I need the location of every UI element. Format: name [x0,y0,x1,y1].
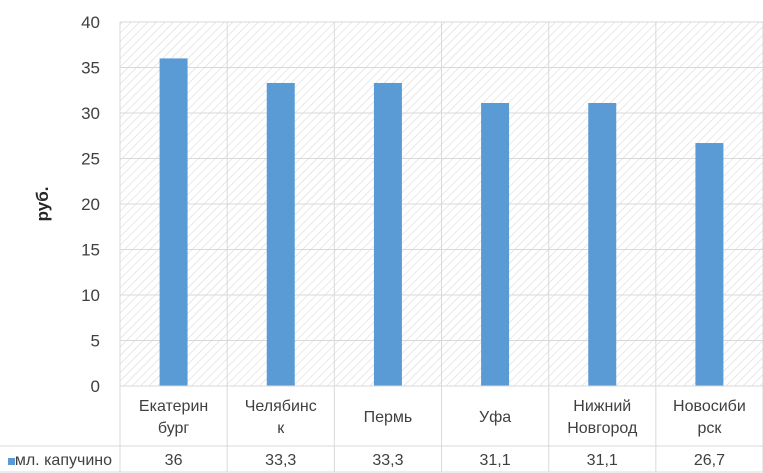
category-label: рск [697,420,722,437]
y-tick-label: 15 [81,241,100,260]
category-label: Новгород [567,420,638,437]
data-table: Екатерин бург Челябинс к Пермь Уфа Нижний Новго… [0,386,763,472]
category-label: бург [158,420,190,437]
y-tick-label: 10 [81,286,100,305]
bar [267,83,295,386]
y-tick-label: 25 [81,150,100,169]
y-tick-label: 35 [81,59,100,78]
y-tick-label: 20 [81,195,100,214]
bar [695,143,723,386]
bar [588,103,616,386]
category-label: Уфа [479,409,511,426]
category-label: Пермь [364,409,413,426]
y-tick-label: 30 [81,104,100,123]
table-value: 33,3 [372,452,403,469]
y-axis-label: руб. [33,187,52,222]
category-label: Новосиби [673,398,746,415]
y-tick-label: 5 [91,332,100,351]
category-label: Нижний [573,398,631,415]
table-value: 33,3 [265,452,296,469]
table-value: 26,7 [694,452,725,469]
bar [160,58,188,386]
category-label: Челябинс [245,398,317,415]
category-label: Екатерин [139,398,208,415]
y-tick-label: 0 [91,377,100,396]
table-value: 31,1 [480,452,511,469]
table-value: 31,1 [587,452,618,469]
bar [481,103,509,386]
category-label: к [277,420,285,437]
table-value: 36 [165,452,183,469]
y-tick-labels: 0 5 10 15 20 25 30 35 40 [81,13,100,396]
bar [374,83,402,386]
series-name: мл. капучино [15,452,112,469]
y-tick-label: 40 [81,13,100,32]
